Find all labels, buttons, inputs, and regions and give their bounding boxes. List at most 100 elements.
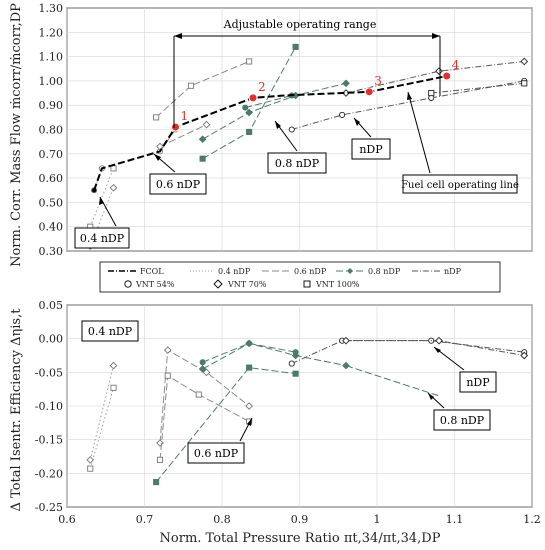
y-tick-label: 0.30 — [39, 245, 64, 258]
legend-vnt70: VNT 70% — [227, 280, 267, 289]
series-line — [291, 340, 525, 365]
top-label-ndp: nDP — [351, 117, 391, 160]
operating-point — [248, 93, 258, 103]
y-tick-label: 0.05 — [39, 299, 64, 312]
data-point — [187, 82, 195, 89]
legend-vnt100: VNT 100% — [315, 280, 360, 289]
y-tick-label: 0.90 — [39, 99, 64, 112]
operating-point-label: 1 — [181, 109, 189, 123]
series-line — [89, 168, 114, 227]
legend-04: 0.4 nDP — [218, 267, 251, 276]
data-point — [521, 80, 528, 87]
data-point — [198, 365, 207, 373]
operating-point — [442, 71, 452, 81]
bottom-plot-area — [86, 336, 529, 486]
series-line — [159, 349, 250, 444]
y-tick-label: 0.50 — [39, 196, 64, 209]
top-label-fcol-text: Fuel cell operating line — [401, 180, 519, 191]
data-point — [246, 58, 253, 65]
series-line — [291, 80, 525, 130]
top-label-04: 0.4 nDP — [74, 196, 130, 249]
data-point — [342, 336, 350, 345]
data-point — [292, 43, 299, 50]
bottom-label-06-text: 0.6 nDP — [194, 447, 239, 460]
legend-ndp: nDP — [444, 267, 462, 276]
series-line — [89, 387, 114, 469]
x-axis-title: Norm. Total Pressure Ratio πt,34/πt,34,D… — [160, 531, 441, 546]
data-point — [291, 351, 300, 360]
data-point — [109, 183, 118, 192]
data-point — [156, 456, 164, 463]
data-point — [245, 339, 253, 348]
x-tick-label: 0.7 — [136, 513, 154, 526]
series-line — [345, 60, 525, 94]
data-point — [156, 439, 164, 447]
x-tick-label: 0.6 — [58, 513, 76, 526]
operating-point — [364, 87, 374, 97]
data-point — [195, 391, 202, 398]
top-label-08-text: 0.8 nDP — [275, 157, 320, 170]
y-tick-label: 0.40 — [39, 221, 64, 234]
operating-point-label: 2 — [258, 80, 266, 94]
y-tick-label: -0.20 — [35, 467, 63, 480]
data-point — [202, 120, 211, 129]
series-line — [431, 82, 525, 94]
top-label-04-text: 0.4 nDP — [80, 232, 125, 245]
bottom-y-tick-labels: 0.05 0.00 -0.05 -0.10 -0.15 -0.20 -0.25 — [35, 299, 63, 514]
x-tick-label: 0.9 — [291, 513, 309, 526]
data-point — [199, 155, 206, 162]
data-point — [110, 384, 117, 391]
y-tick-label: 0.00 — [39, 333, 64, 346]
data-point — [245, 108, 253, 117]
y-tick-label: -0.05 — [35, 366, 63, 379]
x-tick-label: 1.2 — [523, 513, 541, 526]
bottom-label-04-text: 0.4 nDP — [88, 325, 133, 338]
adjustable-range-label: Adjustable operating range — [223, 18, 377, 31]
series-line — [202, 82, 347, 140]
top-label-06-text: 0.6 nDP — [156, 178, 201, 191]
x-tick-label: 0.8 — [213, 513, 231, 526]
legend-fcol: FCOL — [140, 267, 164, 276]
series-line — [159, 374, 250, 460]
top-plot-area: 1 2 3 4 — [86, 43, 529, 250]
data-point — [110, 165, 117, 172]
operating-point-label: 4 — [452, 58, 460, 72]
legend-06: 0.6 nDP — [294, 267, 327, 276]
data-point — [520, 57, 529, 66]
data-point — [198, 135, 207, 144]
series-line — [159, 124, 207, 147]
bottom-label-06: 0.6 nDP — [187, 417, 253, 464]
data-point — [520, 351, 529, 360]
series-line — [89, 187, 114, 247]
bottom-y-axis-title: Δ Total Isentr. Efficiency Δηis,t — [9, 308, 24, 512]
bottom-x-tick-labels: 0.6 0.7 0.8 0.9 1 1.1 1.2 — [58, 513, 541, 526]
fcol-line — [93, 75, 447, 191]
y-tick-label: 0.80 — [39, 124, 64, 137]
series-line — [89, 365, 114, 460]
data-point — [163, 346, 172, 354]
data-point — [288, 360, 295, 367]
top-grid — [66, 7, 533, 252]
y-tick-label: 1.00 — [39, 75, 64, 88]
series-line — [245, 94, 292, 109]
data-point — [339, 111, 346, 118]
data-point — [428, 89, 435, 97]
data-point — [245, 402, 253, 410]
data-point — [153, 114, 160, 121]
bottom-label-04: 0.4 nDP — [81, 320, 139, 342]
top-label-08: 0.8 nDP — [267, 120, 327, 174]
data-point — [164, 372, 171, 379]
data-point — [109, 361, 118, 370]
data-point — [199, 359, 206, 366]
data-point — [87, 465, 94, 472]
legend-vnt54: VNT 54% — [135, 280, 175, 289]
x-tick-label: 1.1 — [446, 513, 464, 526]
bottom-label-08: 0.8 nDP — [427, 392, 491, 431]
data-point — [153, 479, 160, 486]
top-y-axis-title: Norm. Corr. Mass Flow ṁcorr/ṁcorr,DP — [9, 3, 24, 267]
fcol-start-point — [91, 188, 97, 193]
bottom-label-ndp: nDP — [433, 346, 497, 393]
data-point — [246, 128, 253, 135]
y-tick-label: -0.15 — [35, 434, 63, 447]
